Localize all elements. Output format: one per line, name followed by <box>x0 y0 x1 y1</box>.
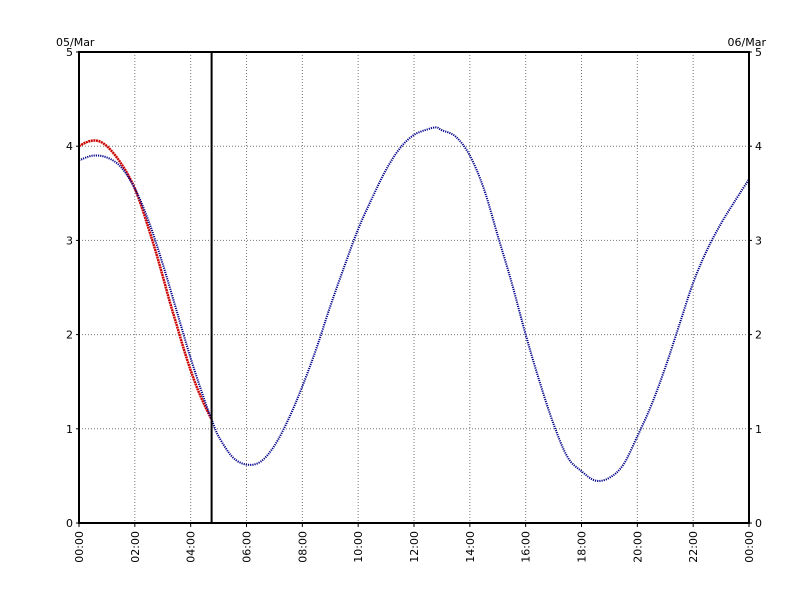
x-tick-label: 00:00 <box>743 531 756 563</box>
x-tick-label: 14:00 <box>464 531 477 563</box>
x-tick-label: 20:00 <box>631 531 644 563</box>
x-tick-label: 22:00 <box>687 531 700 563</box>
y-tick-label-left: 3 <box>66 234 73 247</box>
y-tick-label-left: 5 <box>66 46 73 59</box>
plot-area-frame <box>78 51 750 524</box>
y-tick-label-right: 2 <box>755 329 762 342</box>
grid <box>79 52 749 523</box>
x-tick-label: 12:00 <box>408 531 421 563</box>
series-layer <box>78 126 750 483</box>
date-end-label: 06/Mar <box>728 36 767 49</box>
x-tick-label: 10:00 <box>352 531 365 563</box>
x-tick-label: 06:00 <box>241 531 254 563</box>
y-tick-label-left: 2 <box>66 329 73 342</box>
y-tick-label-left: 1 <box>66 423 73 436</box>
y-tick-label-right: 5 <box>755 46 762 59</box>
y-tick-label-right: 3 <box>755 234 762 247</box>
x-tick-label: 02:00 <box>129 531 142 563</box>
x-tick-label: 18:00 <box>576 531 589 563</box>
y-tick-label-right: 0 <box>755 517 762 530</box>
y-axis-left: 0 1 2 3 4 5 <box>66 46 79 530</box>
y-tick-label-right: 1 <box>755 423 762 436</box>
date-start-label: 05/Mar <box>56 36 95 49</box>
y-axis-right: 0 1 2 3 4 5 <box>749 46 762 530</box>
x-tick-label: 00:00 <box>73 531 86 563</box>
series-line-observed <box>78 139 213 420</box>
x-tick-label: 04:00 <box>185 531 198 563</box>
x-tick-label: 16:00 <box>520 531 533 563</box>
series-line-predicted <box>78 126 750 483</box>
y-tick-label-right: 4 <box>755 140 762 153</box>
y-tick-label-left: 4 <box>66 140 73 153</box>
y-tick-label-left: 0 <box>66 517 73 530</box>
x-tick-label: 08:00 <box>296 531 309 563</box>
x-axis: 00:00 02:00 04:00 06:00 08:00 10:00 12:00 14:00… <box>73 523 756 563</box>
